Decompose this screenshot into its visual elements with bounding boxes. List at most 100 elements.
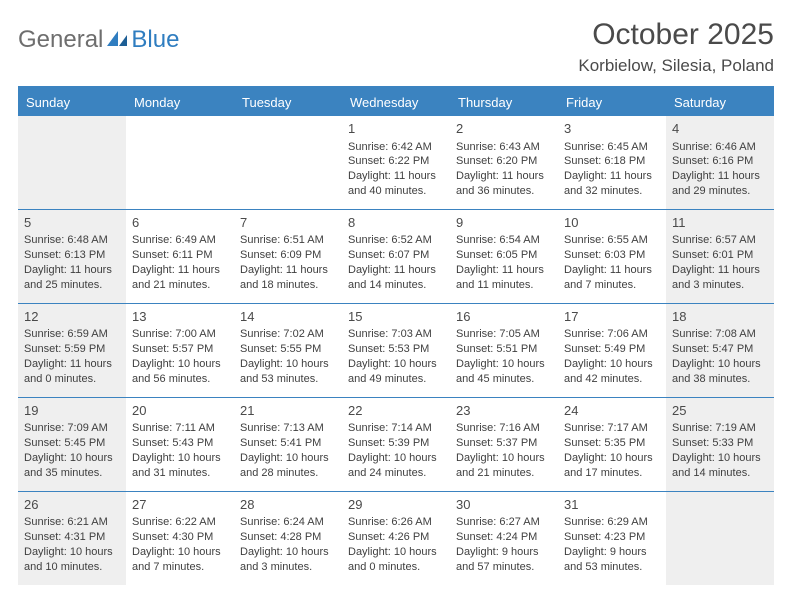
day-number: 9 bbox=[456, 214, 552, 232]
day-number: 17 bbox=[564, 308, 660, 326]
day-header-monday: Monday bbox=[126, 90, 234, 116]
calendar-cell: 11Sunrise: 6:57 AMSunset: 6:01 PMDayligh… bbox=[666, 210, 774, 303]
day-number: 1 bbox=[348, 120, 444, 138]
title-block: October 2025 Korbielow, Silesia, Poland bbox=[578, 18, 774, 76]
sunrise-text: Sunrise: 7:09 AM bbox=[24, 421, 120, 436]
sunset-text: Sunset: 5:59 PM bbox=[24, 342, 120, 357]
daylight-text: Daylight: 9 hours and 53 minutes. bbox=[564, 545, 660, 575]
calendar-cell: 17Sunrise: 7:06 AMSunset: 5:49 PMDayligh… bbox=[558, 304, 666, 397]
sunset-text: Sunset: 5:57 PM bbox=[132, 342, 228, 357]
sunrise-text: Sunrise: 7:19 AM bbox=[672, 421, 768, 436]
sunrise-text: Sunrise: 6:22 AM bbox=[132, 515, 228, 530]
sunset-text: Sunset: 6:16 PM bbox=[672, 154, 768, 169]
sunset-text: Sunset: 5:49 PM bbox=[564, 342, 660, 357]
sunrise-text: Sunrise: 6:55 AM bbox=[564, 233, 660, 248]
day-number: 6 bbox=[132, 214, 228, 232]
logo-word2: Blue bbox=[131, 26, 179, 54]
day-number: 31 bbox=[564, 496, 660, 514]
calendar-cell: 5Sunrise: 6:48 AMSunset: 6:13 PMDaylight… bbox=[18, 210, 126, 303]
day-number: 5 bbox=[24, 214, 120, 232]
sunset-text: Sunset: 5:55 PM bbox=[240, 342, 336, 357]
calendar-cell: 6Sunrise: 6:49 AMSunset: 6:11 PMDaylight… bbox=[126, 210, 234, 303]
day-number: 19 bbox=[24, 402, 120, 420]
sunset-text: Sunset: 5:51 PM bbox=[456, 342, 552, 357]
day-header-saturday: Saturday bbox=[666, 90, 774, 116]
day-header-row: Sunday Monday Tuesday Wednesday Thursday… bbox=[18, 90, 774, 116]
calendar-cell: 31Sunrise: 6:29 AMSunset: 4:23 PMDayligh… bbox=[558, 492, 666, 585]
daylight-text: Daylight: 11 hours and 7 minutes. bbox=[564, 263, 660, 293]
day-number: 10 bbox=[564, 214, 660, 232]
sunrise-text: Sunrise: 6:43 AM bbox=[456, 140, 552, 155]
daylight-text: Daylight: 10 hours and 56 minutes. bbox=[132, 357, 228, 387]
sunset-text: Sunset: 6:01 PM bbox=[672, 248, 768, 263]
calendar-cell: 2Sunrise: 6:43 AMSunset: 6:20 PMDaylight… bbox=[450, 116, 558, 209]
daylight-text: Daylight: 11 hours and 36 minutes. bbox=[456, 169, 552, 199]
sunset-text: Sunset: 4:28 PM bbox=[240, 530, 336, 545]
sunset-text: Sunset: 4:26 PM bbox=[348, 530, 444, 545]
sunrise-text: Sunrise: 6:49 AM bbox=[132, 233, 228, 248]
daylight-text: Daylight: 11 hours and 0 minutes. bbox=[24, 357, 120, 387]
day-number: 21 bbox=[240, 402, 336, 420]
calendar-cell: 22Sunrise: 7:14 AMSunset: 5:39 PMDayligh… bbox=[342, 398, 450, 491]
sunset-text: Sunset: 4:30 PM bbox=[132, 530, 228, 545]
calendar-cell: 28Sunrise: 6:24 AMSunset: 4:28 PMDayligh… bbox=[234, 492, 342, 585]
daylight-text: Daylight: 10 hours and 0 minutes. bbox=[348, 545, 444, 575]
sunset-text: Sunset: 6:20 PM bbox=[456, 154, 552, 169]
calendar-cell: 12Sunrise: 6:59 AMSunset: 5:59 PMDayligh… bbox=[18, 304, 126, 397]
week-row: 19Sunrise: 7:09 AMSunset: 5:45 PMDayligh… bbox=[18, 398, 774, 492]
sunset-text: Sunset: 5:53 PM bbox=[348, 342, 444, 357]
calendar-cell: 21Sunrise: 7:13 AMSunset: 5:41 PMDayligh… bbox=[234, 398, 342, 491]
sunrise-text: Sunrise: 7:00 AM bbox=[132, 327, 228, 342]
calendar-cell bbox=[18, 116, 126, 209]
daylight-text: Daylight: 11 hours and 32 minutes. bbox=[564, 169, 660, 199]
day-number: 29 bbox=[348, 496, 444, 514]
day-header-friday: Friday bbox=[558, 90, 666, 116]
calendar-cell: 23Sunrise: 7:16 AMSunset: 5:37 PMDayligh… bbox=[450, 398, 558, 491]
day-number: 18 bbox=[672, 308, 768, 326]
sunset-text: Sunset: 5:47 PM bbox=[672, 342, 768, 357]
calendar-cell: 14Sunrise: 7:02 AMSunset: 5:55 PMDayligh… bbox=[234, 304, 342, 397]
day-number: 16 bbox=[456, 308, 552, 326]
calendar-cell: 29Sunrise: 6:26 AMSunset: 4:26 PMDayligh… bbox=[342, 492, 450, 585]
sunrise-text: Sunrise: 6:59 AM bbox=[24, 327, 120, 342]
daylight-text: Daylight: 10 hours and 10 minutes. bbox=[24, 545, 120, 575]
calendar-cell: 10Sunrise: 6:55 AMSunset: 6:03 PMDayligh… bbox=[558, 210, 666, 303]
day-header-thursday: Thursday bbox=[450, 90, 558, 116]
daylight-text: Daylight: 10 hours and 31 minutes. bbox=[132, 451, 228, 481]
sunset-text: Sunset: 4:31 PM bbox=[24, 530, 120, 545]
day-number: 23 bbox=[456, 402, 552, 420]
day-number: 13 bbox=[132, 308, 228, 326]
daylight-text: Daylight: 10 hours and 53 minutes. bbox=[240, 357, 336, 387]
calendar-cell: 19Sunrise: 7:09 AMSunset: 5:45 PMDayligh… bbox=[18, 398, 126, 491]
sunset-text: Sunset: 6:11 PM bbox=[132, 248, 228, 263]
week-row: 5Sunrise: 6:48 AMSunset: 6:13 PMDaylight… bbox=[18, 210, 774, 304]
calendar-cell bbox=[234, 116, 342, 209]
logo-word1: General bbox=[18, 26, 103, 54]
daylight-text: Daylight: 11 hours and 21 minutes. bbox=[132, 263, 228, 293]
sunset-text: Sunset: 6:18 PM bbox=[564, 154, 660, 169]
sunset-text: Sunset: 4:23 PM bbox=[564, 530, 660, 545]
sunrise-text: Sunrise: 7:17 AM bbox=[564, 421, 660, 436]
sunset-text: Sunset: 6:13 PM bbox=[24, 248, 120, 263]
day-number: 11 bbox=[672, 214, 768, 232]
daylight-text: Daylight: 10 hours and 17 minutes. bbox=[564, 451, 660, 481]
sunset-text: Sunset: 5:37 PM bbox=[456, 436, 552, 451]
sunrise-text: Sunrise: 6:24 AM bbox=[240, 515, 336, 530]
sunset-text: Sunset: 6:05 PM bbox=[456, 248, 552, 263]
daylight-text: Daylight: 11 hours and 14 minutes. bbox=[348, 263, 444, 293]
sunrise-text: Sunrise: 7:08 AM bbox=[672, 327, 768, 342]
day-number: 8 bbox=[348, 214, 444, 232]
day-number: 27 bbox=[132, 496, 228, 514]
day-number: 14 bbox=[240, 308, 336, 326]
sunrise-text: Sunrise: 6:46 AM bbox=[672, 140, 768, 155]
weeks-container: 1Sunrise: 6:42 AMSunset: 6:22 PMDaylight… bbox=[18, 116, 774, 585]
sunset-text: Sunset: 5:39 PM bbox=[348, 436, 444, 451]
sunrise-text: Sunrise: 6:54 AM bbox=[456, 233, 552, 248]
daylight-text: Daylight: 11 hours and 25 minutes. bbox=[24, 263, 120, 293]
day-number: 4 bbox=[672, 120, 768, 138]
sunset-text: Sunset: 6:07 PM bbox=[348, 248, 444, 263]
sunrise-text: Sunrise: 6:21 AM bbox=[24, 515, 120, 530]
calendar-cell: 20Sunrise: 7:11 AMSunset: 5:43 PMDayligh… bbox=[126, 398, 234, 491]
calendar: Sunday Monday Tuesday Wednesday Thursday… bbox=[18, 86, 774, 585]
calendar-cell: 8Sunrise: 6:52 AMSunset: 6:07 PMDaylight… bbox=[342, 210, 450, 303]
